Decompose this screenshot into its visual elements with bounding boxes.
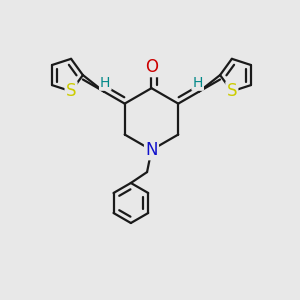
Text: H: H bbox=[193, 76, 203, 90]
Text: H: H bbox=[100, 76, 110, 90]
Text: S: S bbox=[226, 82, 237, 100]
Text: N: N bbox=[145, 141, 158, 159]
Text: O: O bbox=[145, 58, 158, 76]
Text: S: S bbox=[66, 82, 76, 100]
